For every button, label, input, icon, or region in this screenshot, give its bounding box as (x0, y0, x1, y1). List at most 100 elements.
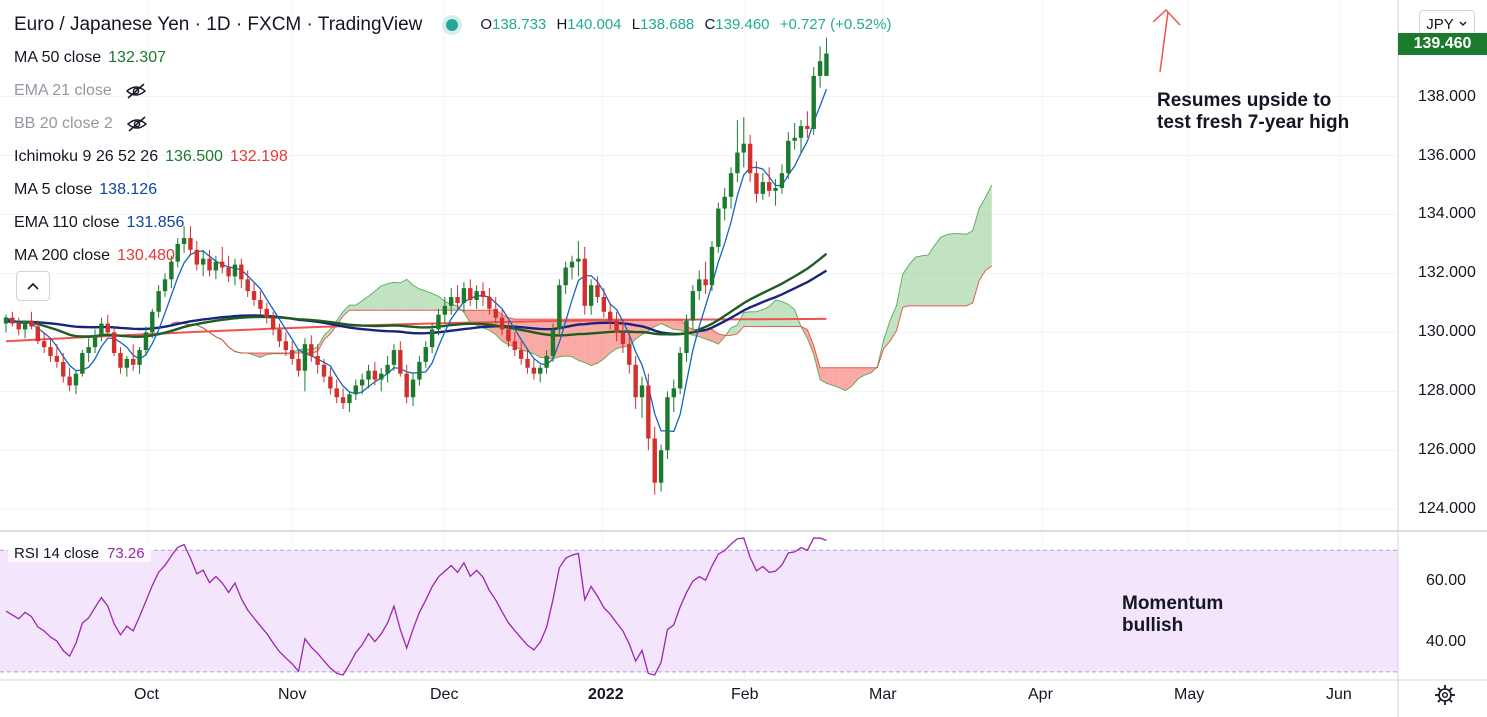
candle-body (385, 364, 390, 374)
ohlc-change: +0.727 (+0.52%) (779, 16, 892, 33)
time-tick-label: Nov (278, 686, 307, 703)
cloud-segment (902, 264, 910, 308)
candle-body (525, 358, 530, 368)
legend-indicator-name: MA 5 close (14, 181, 93, 198)
candle-body (410, 379, 416, 398)
legend-row[interactable]: MA 200 close 130.480 (14, 239, 897, 272)
candle-body (773, 187, 778, 191)
candle-body (347, 394, 352, 404)
legend-row[interactable]: BB 20 close 2 (14, 107, 897, 140)
candle-body (417, 361, 422, 380)
cloud-segment (915, 255, 922, 306)
ohlc-open: 138.733 (492, 16, 547, 33)
upside-arrow (1152, 8, 1181, 73)
candle-body (309, 344, 314, 356)
cloud-segment (527, 319, 534, 354)
candle-body (728, 173, 734, 197)
rsi-name: RSI 14 close (14, 545, 100, 562)
candle-body (264, 308, 269, 318)
candle-body (429, 329, 435, 348)
candle-body (258, 299, 263, 309)
cloud-segment (756, 309, 763, 327)
candle-body (671, 388, 676, 398)
candle-body (614, 320, 619, 333)
legend-row[interactable]: EMA 21 close (14, 74, 897, 107)
candle-body (557, 285, 562, 330)
candle-body (754, 173, 759, 194)
candle-body (817, 61, 823, 76)
candle-body (493, 308, 498, 318)
candle-body (105, 323, 110, 333)
ohlc-values: O138.733 H140.004 L138.688 C139.460 +0.7… (480, 8, 897, 41)
legend-row[interactable]: EMA 110 close 131.856 (14, 206, 897, 239)
candle-body (665, 397, 670, 451)
legend-row[interactable]: MA 50 close 132.307 (14, 41, 897, 74)
price-tick-label: 130.000 (1418, 323, 1476, 341)
cloud-segment (820, 367, 827, 384)
legend-indicator-value: 138.126 (99, 181, 158, 198)
candle-body (321, 364, 327, 377)
candle-body (99, 323, 104, 336)
candle-body (620, 332, 626, 345)
candle-body (404, 373, 409, 398)
candle-body (442, 305, 448, 315)
candle-body (353, 385, 358, 395)
rsi-value: 73.26 (107, 545, 145, 562)
cloud-segment (254, 353, 261, 358)
hidden-eye-icon[interactable] (126, 115, 148, 132)
cloud-segment (584, 319, 592, 366)
last-price-badge: 139.460 (1398, 33, 1487, 55)
collapse-legend-button[interactable] (16, 271, 50, 301)
cloud-segment (775, 299, 782, 327)
candle-body (150, 311, 155, 333)
candle-body (315, 355, 320, 365)
candle-body (436, 314, 441, 330)
price-annotation-line-2: test fresh 7-year high (1157, 112, 1350, 133)
cloud-segment (381, 283, 388, 311)
cloud-segment (425, 291, 433, 311)
cloud-segment (565, 319, 573, 357)
candle-body (213, 261, 219, 271)
candle-body (595, 285, 600, 298)
candle-body (709, 246, 715, 286)
candle-body (131, 358, 136, 365)
time-tick-label: Feb (731, 686, 759, 703)
candle-body (697, 279, 702, 292)
candle-body (29, 320, 34, 327)
candle-body (824, 53, 829, 76)
candle-body (245, 279, 250, 292)
cloud-segment (890, 305, 897, 342)
legend-row[interactable]: Ichimoku 9 26 52 26 136.500 132.198 (14, 140, 897, 173)
candle-body (627, 344, 632, 365)
candle-body (506, 329, 511, 342)
candle-body (639, 385, 645, 398)
candle-body (379, 373, 384, 380)
legend-indicator-name: MA 50 close (14, 49, 102, 66)
cloud-segment (368, 291, 375, 311)
candle-body (340, 397, 346, 404)
time-tick-label: 2022 (588, 686, 624, 703)
cloud-segment (572, 319, 579, 361)
cloud-segment (934, 237, 941, 306)
legend-row[interactable]: MA 5 close 138.126 (14, 173, 897, 206)
price-annotation: Resumes upside to test fresh 7-year high (1157, 90, 1349, 134)
cloud-segment (928, 245, 935, 306)
cloud-segment (883, 320, 891, 349)
ma200-line (5, 317, 827, 343)
candle-body (690, 291, 696, 321)
settings-gear-icon[interactable] (1434, 684, 1456, 706)
hidden-eye-icon[interactable] (125, 82, 147, 99)
cloud-segment (591, 319, 598, 366)
cloud-segment (960, 233, 967, 306)
chart-title: Euro / Japanese Yen · 1D · FXCM · Tradin… (14, 14, 423, 35)
candle-body (760, 182, 766, 194)
cloud-segment (972, 208, 980, 303)
candle-body (544, 355, 549, 368)
candle-body (588, 285, 594, 306)
ohlc-high-key: H (556, 16, 568, 33)
candle-body (35, 326, 40, 342)
cloud-segment (324, 329, 331, 340)
legend-indicator-value: 130.480 (117, 247, 175, 264)
candle-body (175, 243, 180, 262)
